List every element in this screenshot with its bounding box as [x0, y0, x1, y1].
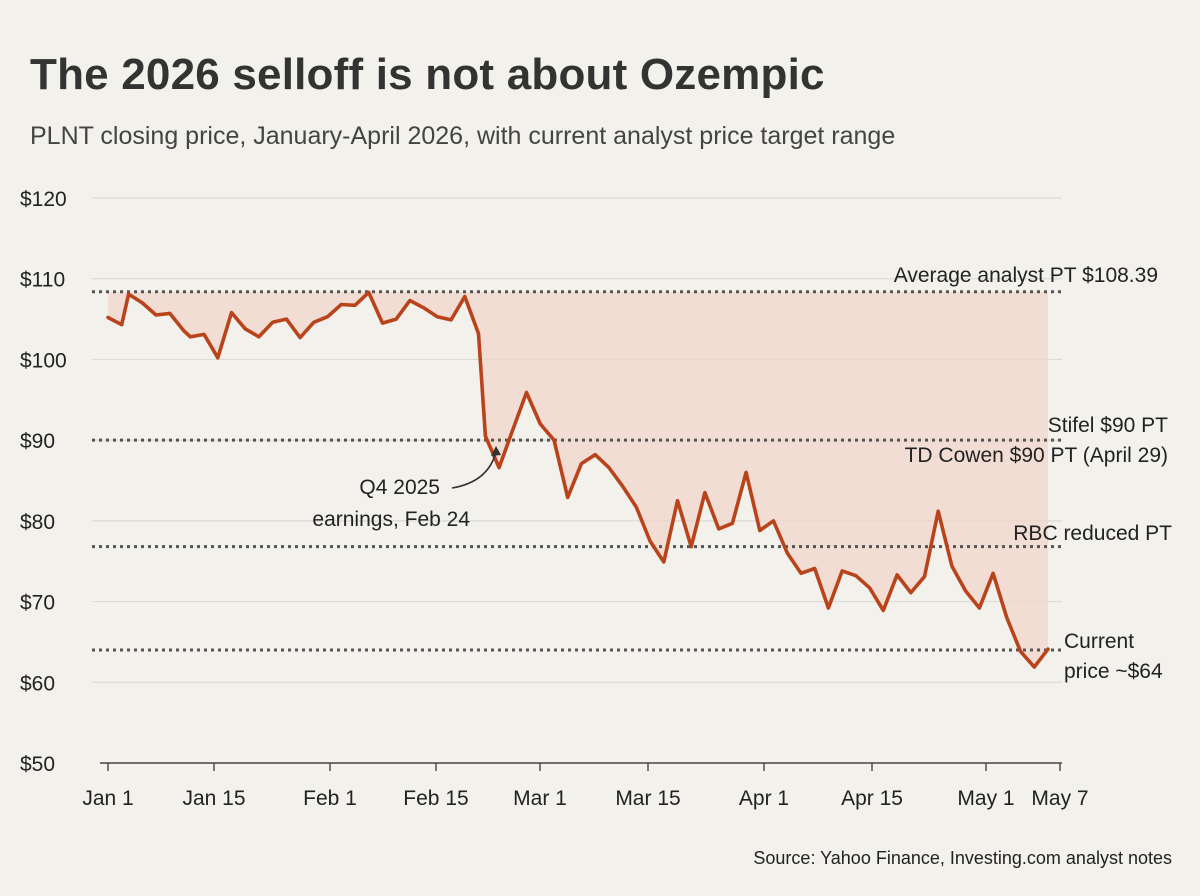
x-tick-label: May 7 — [1031, 787, 1088, 810]
x-tick-label: Feb 1 — [303, 787, 357, 810]
earnings-annotation-label: Q4 2025 — [359, 476, 440, 499]
price-series — [106, 290, 1050, 669]
chart-subtitle: PLNT closing price, January-April 2026, … — [30, 122, 896, 150]
x-tick-label: Jan 15 — [182, 787, 245, 810]
reference-line-label: Stifel $90 PT — [1048, 414, 1168, 437]
y-tick-label: $80 — [20, 511, 55, 534]
target-range-shade — [108, 291, 1048, 667]
x-tick-label: Apr 15 — [841, 787, 903, 810]
source-note: Source: Yahoo Finance, Investing.com ana… — [753, 848, 1172, 868]
y-tick-label: $100 — [20, 349, 67, 372]
y-tick-label: $70 — [20, 592, 55, 615]
y-tick-label: $50 — [20, 753, 55, 776]
shaded-gap-area — [108, 291, 1048, 667]
x-tick-label: May 1 — [957, 787, 1014, 810]
reference-line-label: Current — [1064, 630, 1134, 653]
x-tick-label: Mar 1 — [513, 787, 567, 810]
x-axis: Jan 1 Jan 15 Feb 1 Feb 15 Mar 1 Mar 15 Apr 1 Ap… — [82, 762, 1089, 810]
y-tick-label: $90 — [20, 430, 55, 453]
x-tick-label: Feb 15 — [403, 787, 468, 810]
y-tick-label: $60 — [20, 672, 55, 695]
reference-line-label: Average analyst PT $108.39 — [894, 264, 1158, 287]
y-tick-label: $110 — [20, 269, 65, 292]
y-axis-labels: $120 $110 $100 $90 $80 $70 $60 $50 — [20, 188, 67, 776]
reference-line-label: price ~$64 — [1064, 660, 1163, 683]
earnings-annotation-arrowhead — [491, 446, 501, 456]
y-tick-label: $120 — [20, 188, 67, 211]
reference-line-label: RBC reduced PT — [1013, 522, 1172, 545]
reference-lines — [92, 290, 1062, 652]
chart-title: The 2026 selloff is not about Ozempic — [30, 50, 825, 99]
earnings-annotation-label: earnings, Feb 24 — [312, 508, 470, 531]
x-tick-label: Jan 1 — [82, 787, 133, 810]
annotations: Average analyst PT $108.39 Stifel $90 PT T… — [312, 264, 1172, 683]
reference-line-label: TD Cowen $90 PT (April 29) — [905, 444, 1168, 467]
earnings-annotation-arrow — [451, 451, 497, 489]
x-tick-label: Apr 1 — [739, 787, 789, 810]
x-tick-label: Mar 15 — [615, 787, 680, 810]
